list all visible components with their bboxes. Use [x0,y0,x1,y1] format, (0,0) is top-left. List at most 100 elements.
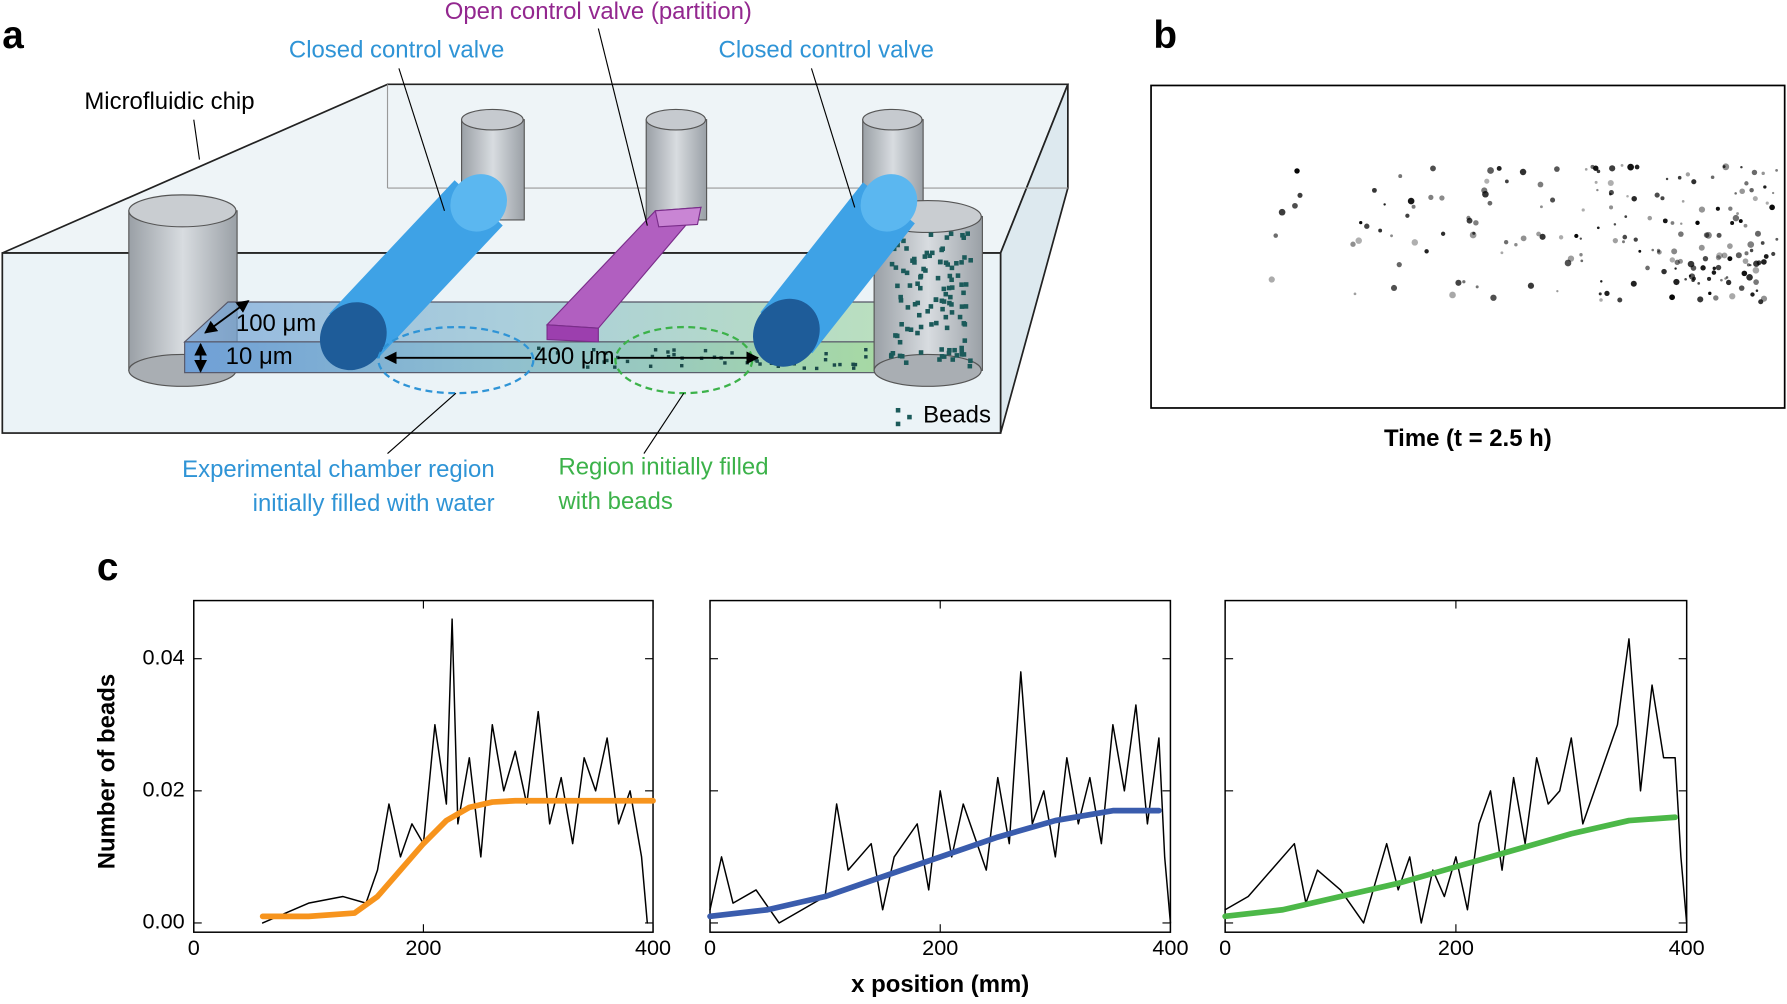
bead [592,348,596,352]
plot-frame [1224,599,1688,933]
bead-spot [1609,205,1614,210]
bead-spot [1708,291,1712,296]
bead [961,321,967,326]
x-axis-title: x position (mm) [851,971,1029,998]
bead-spot [1681,200,1685,203]
bead-spot [1729,293,1736,300]
bead-spot [1685,172,1691,177]
bead [897,339,903,345]
label: Beads [923,401,991,428]
bead [680,363,684,368]
microscopy-image [1150,84,1786,409]
bead-spot [1674,267,1677,270]
bead-spot [1750,292,1755,297]
bead-spot [1514,243,1518,247]
bead-spot [1755,289,1759,292]
bead [928,232,934,237]
bead-spot [1692,276,1696,281]
bead-spot [1688,274,1692,278]
bead [852,366,856,370]
bead-spot [1680,222,1683,225]
bead-spot [1487,200,1493,206]
bead-spot [1556,290,1559,293]
bead-spot [1743,223,1748,228]
x-tick-label: 0 [188,935,200,960]
bead-spot [1744,251,1749,256]
bead [938,259,943,265]
bead [947,347,952,353]
bead-spot [1350,241,1356,247]
bead-spot [1581,208,1585,212]
bead-spot [1775,168,1778,172]
bead [898,294,903,300]
bead-spot [1698,244,1705,251]
bead [935,275,941,281]
bead-spot [1747,241,1755,248]
bead [965,231,970,236]
leader [193,119,201,160]
bead [907,283,913,288]
bead-spot [1720,278,1723,282]
bead [723,361,727,365]
bead-spot [1769,204,1775,211]
bead-spot [1716,232,1722,238]
bead-spot [1760,295,1768,302]
bead-spot [1487,167,1494,174]
bead [853,362,858,367]
bead [922,254,928,259]
bead [927,253,932,259]
bead [943,314,949,320]
bead [968,258,973,263]
bead [954,353,960,358]
bead-spot [1622,240,1625,244]
bead-spot [1756,260,1762,266]
bead [537,346,541,350]
bead-spot [1574,233,1579,239]
bead [832,363,837,367]
bead-spot [1634,164,1640,170]
bead [959,345,964,351]
bead [730,351,734,355]
bead [903,360,909,365]
bead-spot [1742,258,1749,265]
bead-spot [1732,214,1740,222]
bead [908,327,914,332]
label: Microfluidic chip [84,88,254,115]
bead-spot [1449,291,1456,299]
bead-spot [1710,175,1715,180]
bead [941,299,947,304]
bead [650,354,655,359]
bead-spot [1627,163,1634,171]
bead [899,321,904,327]
bead-spot [1712,266,1717,271]
label: Experimental chamber region [182,456,494,483]
bead [941,286,947,292]
bead-spot [1702,255,1709,262]
bead-spot [1660,196,1665,201]
bead-spot [1771,191,1775,195]
bead-spot [1278,208,1286,216]
bead-spot [1752,196,1758,202]
bead-spot [1390,234,1393,238]
bead [949,310,955,315]
bead [943,260,949,266]
bead-spot [1706,276,1712,281]
leader [810,68,856,208]
bead-spot [1364,223,1370,229]
bead [895,283,900,289]
bead-spot [1558,235,1564,240]
bead-spot [1620,163,1624,167]
bead-spot [1472,231,1476,235]
bead [864,355,868,359]
bead-spot [1378,228,1383,233]
bead-spot [1537,181,1544,188]
water-region-outline [377,325,535,395]
bead-spot [1647,215,1653,221]
bead-spot [1754,230,1761,237]
bead-spot [1398,174,1403,179]
closed-valve [753,174,918,367]
label: 400 μm [534,343,614,370]
bead-spot [1727,256,1733,262]
bead-spot [1763,185,1767,189]
bead-spot [1579,253,1583,257]
